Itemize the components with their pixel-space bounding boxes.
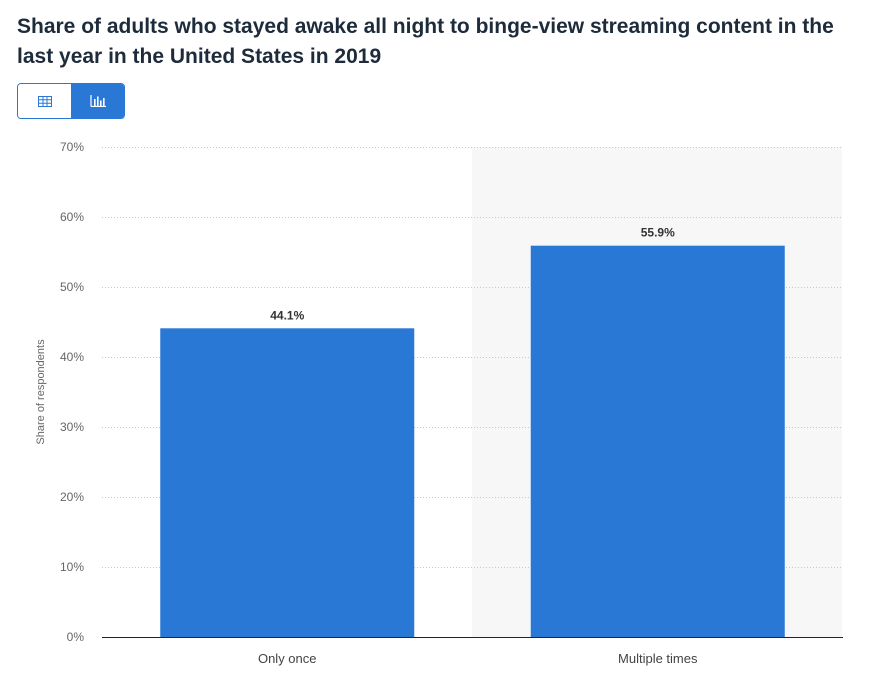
bar[interactable] (530, 245, 785, 637)
bar-chart-icon (89, 95, 106, 107)
chart-title: Share of adults who stayed awake all nig… (17, 15, 834, 68)
chart-view-button[interactable] (71, 84, 124, 118)
y-tick-label: 30% (60, 420, 84, 434)
x-tick-label: Multiple times (618, 651, 698, 666)
table-icon (37, 95, 52, 107)
y-tick-label: 10% (60, 560, 84, 574)
bar-value-label: 44.1% (270, 308, 304, 322)
bar-value-label: 55.9% (641, 226, 675, 240)
table-view-button[interactable] (18, 84, 71, 118)
y-tick-label: 20% (60, 490, 84, 504)
y-tick-label: 60% (60, 210, 84, 224)
view-toggle (17, 83, 125, 119)
y-tick-label: 50% (60, 280, 84, 294)
y-tick-label: 0% (67, 630, 85, 644)
x-tick-label: Only once (258, 651, 317, 666)
highlight-band (472, 147, 842, 637)
bar[interactable] (160, 328, 415, 637)
y-tick-label: 70% (60, 140, 84, 154)
y-axis-title: Share of respondents (35, 339, 47, 445)
y-tick-label: 40% (60, 350, 84, 364)
